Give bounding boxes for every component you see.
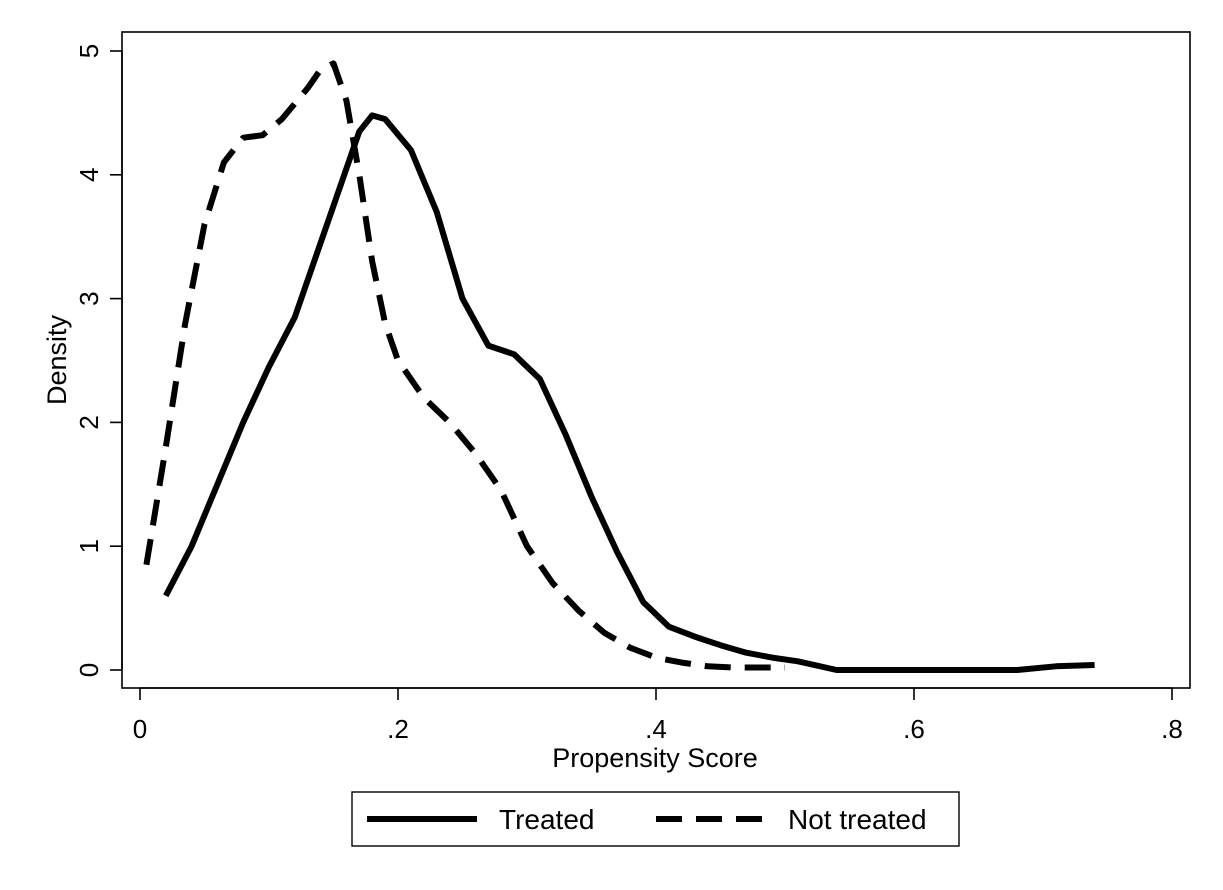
series-line-not-treated	[143, 60, 785, 671]
x-tick-label: .6	[903, 714, 925, 744]
legend: Treated Not treated	[351, 791, 960, 847]
x-tick-label: .2	[387, 714, 409, 744]
series-line-treated	[163, 112, 1095, 673]
y-axis-title: Density	[42, 314, 72, 405]
x-axis-title: Propensity Score	[552, 743, 758, 773]
x-tick-label: 0	[133, 714, 147, 744]
x-axis: 0 .2 .4 .6 .8	[133, 687, 1183, 744]
x-tick-label: .8	[1161, 714, 1183, 744]
y-tick-label: 4	[74, 168, 104, 182]
y-tick-label: 5	[74, 44, 104, 58]
y-tick-label: 2	[74, 415, 104, 429]
y-tick-label: 3	[74, 291, 104, 305]
x-tick-label: .4	[645, 714, 667, 744]
legend-label-treated: Treated	[499, 804, 594, 835]
legend-label-not-treated: Not treated	[788, 804, 927, 835]
y-tick-label: 1	[74, 539, 104, 553]
series-layer	[143, 60, 1095, 673]
plot-frame	[121, 31, 1191, 689]
y-tick-label: 0	[74, 663, 104, 677]
y-axis: 0 1 2 3 4 5	[74, 44, 123, 677]
